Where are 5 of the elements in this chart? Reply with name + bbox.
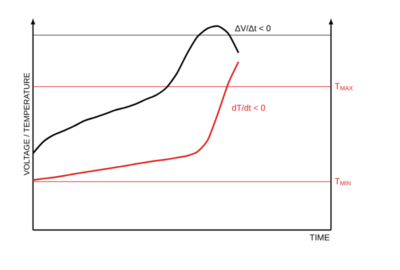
ref-line-label: T$_{MIN}$ <box>334 178 350 186</box>
annotation: ΔV/Δt < 0 <box>235 25 271 32</box>
text: TIME <box>310 234 330 240</box>
ref-line-label: T$_{MAX}$ <box>334 83 353 90</box>
annotation: dT/dt < 0 <box>232 104 266 111</box>
